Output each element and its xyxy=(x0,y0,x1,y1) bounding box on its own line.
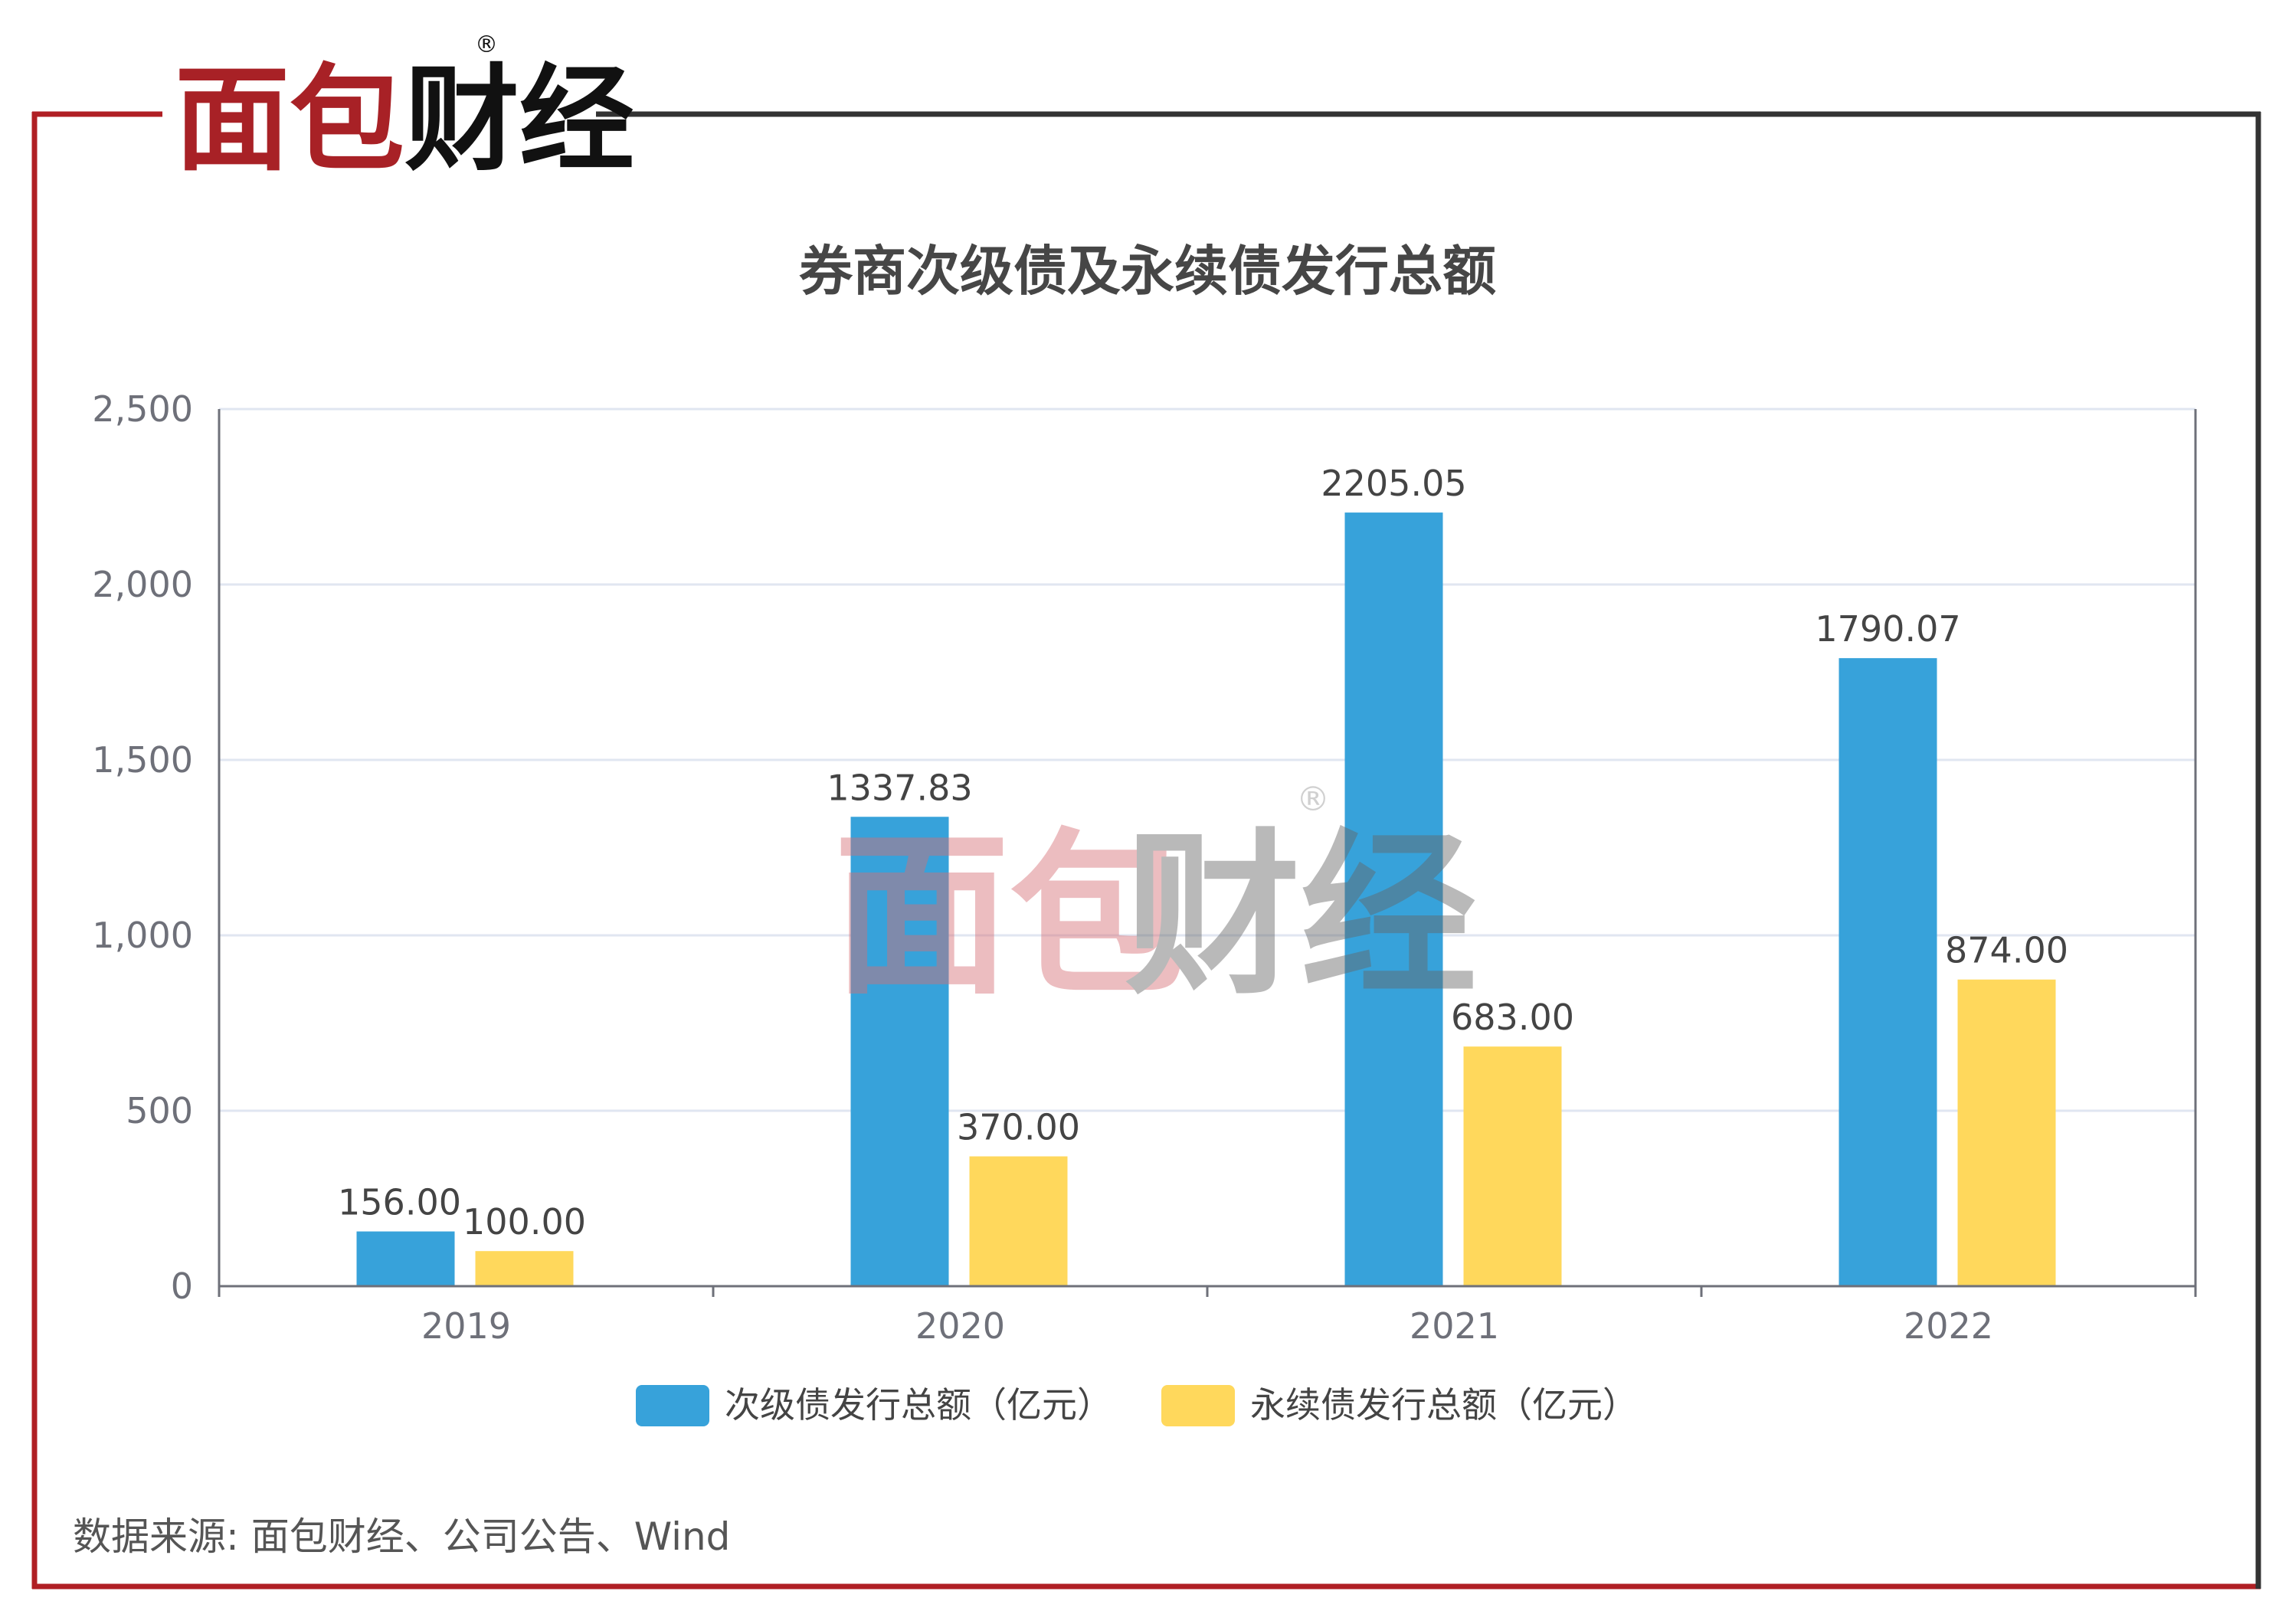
watermark: 面包 财经 ® xyxy=(833,780,1477,1019)
data-label: 2205.05 xyxy=(1321,463,1466,504)
bar-perpetual-2019 xyxy=(475,1251,574,1286)
legend-swatch-yellow xyxy=(1161,1385,1235,1426)
bar-subordinated-2021 xyxy=(1344,512,1443,1286)
data-label: 1790.07 xyxy=(1815,608,1960,650)
y-axis: 0 500 1,000 1,500 2,000 2,500 xyxy=(92,388,2197,1307)
x-axis: 2019 2020 2021 2022 xyxy=(218,1285,2197,1347)
y-tick-label: 1,000 xyxy=(92,915,193,956)
data-label: 370.00 xyxy=(957,1107,1080,1148)
logo-text-red: 面包 xyxy=(175,54,404,187)
data-label: 683.00 xyxy=(1451,997,1574,1038)
legend-label-subordinated[interactable]: 次级债发行总额（亿元） xyxy=(725,1384,1112,1426)
bar-perpetual-2020 xyxy=(969,1156,1068,1286)
data-label: 874.00 xyxy=(1945,930,2068,971)
bar-subordinated-2019 xyxy=(356,1231,455,1286)
bar-perpetual-2022 xyxy=(1957,979,2056,1286)
watermark-registered: ® xyxy=(1296,780,1330,819)
legend-swatch-blue xyxy=(636,1385,709,1426)
data-label: 1337.83 xyxy=(827,767,972,808)
watermark-text-gray: 财经 xyxy=(1125,814,1477,1019)
data-label: 156.00 xyxy=(338,1182,461,1223)
x-tick-label: 2019 xyxy=(421,1305,511,1347)
source-note: 数据来源: 面包财经、公司公告、Wind xyxy=(73,1514,730,1559)
legend: 次级债发行总额（亿元） 永续债发行总额（亿元） xyxy=(636,1384,1638,1426)
x-tick-label: 2022 xyxy=(1904,1305,1993,1347)
bar-subordinated-2022 xyxy=(1839,658,1937,1286)
logo-text-black: 财经 xyxy=(404,54,634,187)
y-tick-label: 0 xyxy=(171,1265,193,1307)
y-tick-label: 1,500 xyxy=(92,739,193,781)
y-tick-label: 500 xyxy=(126,1090,193,1131)
bar-subordinated-2020 xyxy=(850,817,949,1286)
x-tick-label: 2021 xyxy=(1410,1305,1499,1347)
legend-label-perpetual[interactable]: 永续债发行总额（亿元） xyxy=(1250,1384,1638,1426)
y-tick-label: 2,500 xyxy=(92,388,193,430)
registered-mark: ® xyxy=(475,31,498,58)
bar-perpetual-2021 xyxy=(1463,1046,1562,1286)
brand-logo: 面包 财经 ® xyxy=(175,31,634,187)
watermark-text-red: 面包 xyxy=(833,814,1186,1019)
bars: 156.00 100.00 1337.83 370.00 2205.05 683.00 17… xyxy=(338,463,2068,1286)
chart-title: 券商次级债及永续债发行总额 xyxy=(799,240,1496,303)
frame xyxy=(31,111,2261,1590)
y-tick-label: 2,000 xyxy=(92,564,193,605)
x-tick-label: 2020 xyxy=(915,1305,1005,1347)
data-label: 100.00 xyxy=(463,1201,586,1243)
